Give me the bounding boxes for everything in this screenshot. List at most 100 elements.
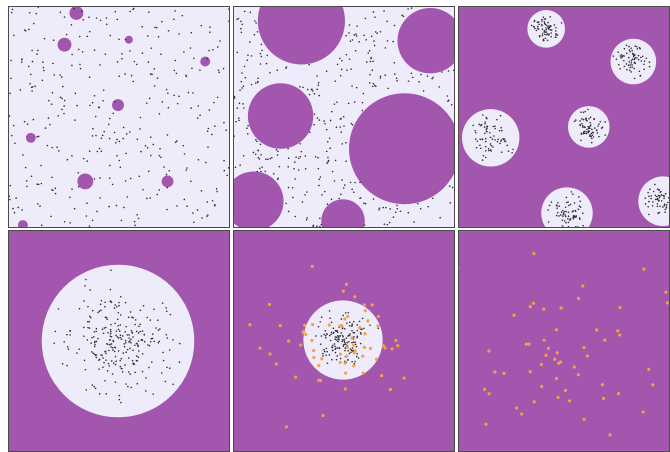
sample-dot	[574, 121, 576, 123]
sample-dot	[101, 300, 103, 302]
sample-dot	[633, 58, 635, 60]
sample-dot	[363, 332, 366, 335]
sample-dot	[130, 311, 132, 313]
sample-dot	[206, 215, 208, 217]
sample-dot	[109, 177, 111, 179]
sample-dot	[153, 68, 155, 70]
sample-dot	[90, 317, 92, 319]
sample-dot	[337, 332, 339, 334]
sample-dot	[591, 133, 593, 135]
sample-dot	[631, 64, 633, 66]
sample-dot	[105, 353, 107, 355]
sample-dot	[193, 57, 195, 59]
sample-dot	[128, 317, 130, 319]
sample-dot	[212, 200, 214, 202]
sample-dot	[336, 126, 338, 128]
sample-dot	[334, 180, 336, 182]
sample-dot	[168, 107, 170, 109]
sample-dot	[73, 8, 75, 10]
sample-dot	[64, 221, 66, 223]
sample-dot	[489, 132, 491, 134]
sample-dot	[564, 211, 566, 213]
sample-dot	[115, 381, 117, 383]
panel-background	[459, 231, 669, 451]
sample-dot	[628, 46, 630, 48]
sample-dot	[151, 361, 153, 363]
sample-dot	[82, 51, 84, 53]
sample-dot	[618, 306, 621, 309]
sample-dot	[541, 19, 543, 21]
sample-dot	[545, 29, 547, 31]
sample-dot	[487, 349, 490, 352]
sample-dot	[87, 327, 89, 329]
sample-dot	[243, 85, 245, 87]
sample-dot	[354, 182, 356, 184]
sample-dot	[338, 339, 340, 341]
sample-dot	[488, 148, 490, 150]
sample-dot	[117, 319, 119, 321]
sample-dot	[307, 89, 309, 91]
sample-dot	[663, 198, 665, 200]
sample-dot	[345, 312, 347, 314]
sample-dot	[387, 224, 389, 226]
sample-dot	[166, 89, 168, 91]
sample-dot	[319, 119, 321, 121]
sample-dot	[132, 360, 134, 362]
sample-dot	[332, 345, 334, 347]
sample-dot	[92, 352, 94, 354]
sample-dot	[110, 331, 112, 333]
sample-dot	[66, 334, 68, 336]
sample-dot	[567, 201, 569, 203]
sample-dot	[106, 393, 108, 395]
sample-dot	[61, 109, 63, 111]
sample-dot	[531, 25, 533, 27]
sample-dot	[501, 151, 503, 153]
sample-dot	[191, 32, 193, 34]
sample-dot	[76, 352, 78, 354]
sample-dot	[257, 81, 259, 83]
sample-dot	[654, 184, 656, 186]
sample-dot	[287, 166, 289, 168]
sample-dot	[369, 50, 371, 52]
sample-dot	[254, 20, 256, 22]
sample-dot	[238, 117, 240, 119]
sample-dot	[374, 16, 376, 18]
sample-dot	[119, 324, 121, 326]
sample-dot	[108, 206, 110, 208]
sample-dot	[336, 359, 338, 361]
sample-dot	[83, 327, 85, 329]
sample-dot	[484, 423, 487, 426]
sample-dot	[573, 218, 575, 220]
sample-dot	[338, 198, 340, 200]
sample-dot	[133, 363, 135, 365]
sample-dot	[249, 41, 251, 43]
sample-dot	[134, 344, 136, 346]
sample-dot	[53, 39, 55, 41]
sample-dot	[556, 215, 558, 217]
sample-dot	[267, 55, 269, 57]
sample-dot	[659, 205, 661, 207]
sample-dot	[359, 197, 361, 199]
sample-dot	[112, 373, 114, 375]
sample-dot	[197, 209, 199, 211]
sample-dot	[476, 147, 478, 149]
sample-dot	[544, 30, 546, 32]
sample-dot	[340, 194, 342, 196]
sample-dot	[568, 222, 570, 224]
sample-dot	[167, 134, 169, 136]
sample-dot	[494, 128, 496, 130]
sample-dot	[664, 203, 666, 205]
purple-circle	[77, 173, 93, 189]
panel-white-circles	[458, 6, 670, 228]
sample-dot	[292, 197, 294, 199]
sample-dot	[448, 70, 450, 72]
sample-dot	[94, 178, 96, 180]
sample-dot	[384, 223, 386, 225]
sample-dot	[352, 364, 355, 367]
sample-dot	[339, 335, 341, 337]
sample-dot	[389, 208, 391, 210]
sample-dot	[304, 194, 306, 196]
sample-dot	[107, 370, 109, 372]
sample-dot	[642, 268, 645, 271]
sample-dot	[28, 29, 30, 31]
